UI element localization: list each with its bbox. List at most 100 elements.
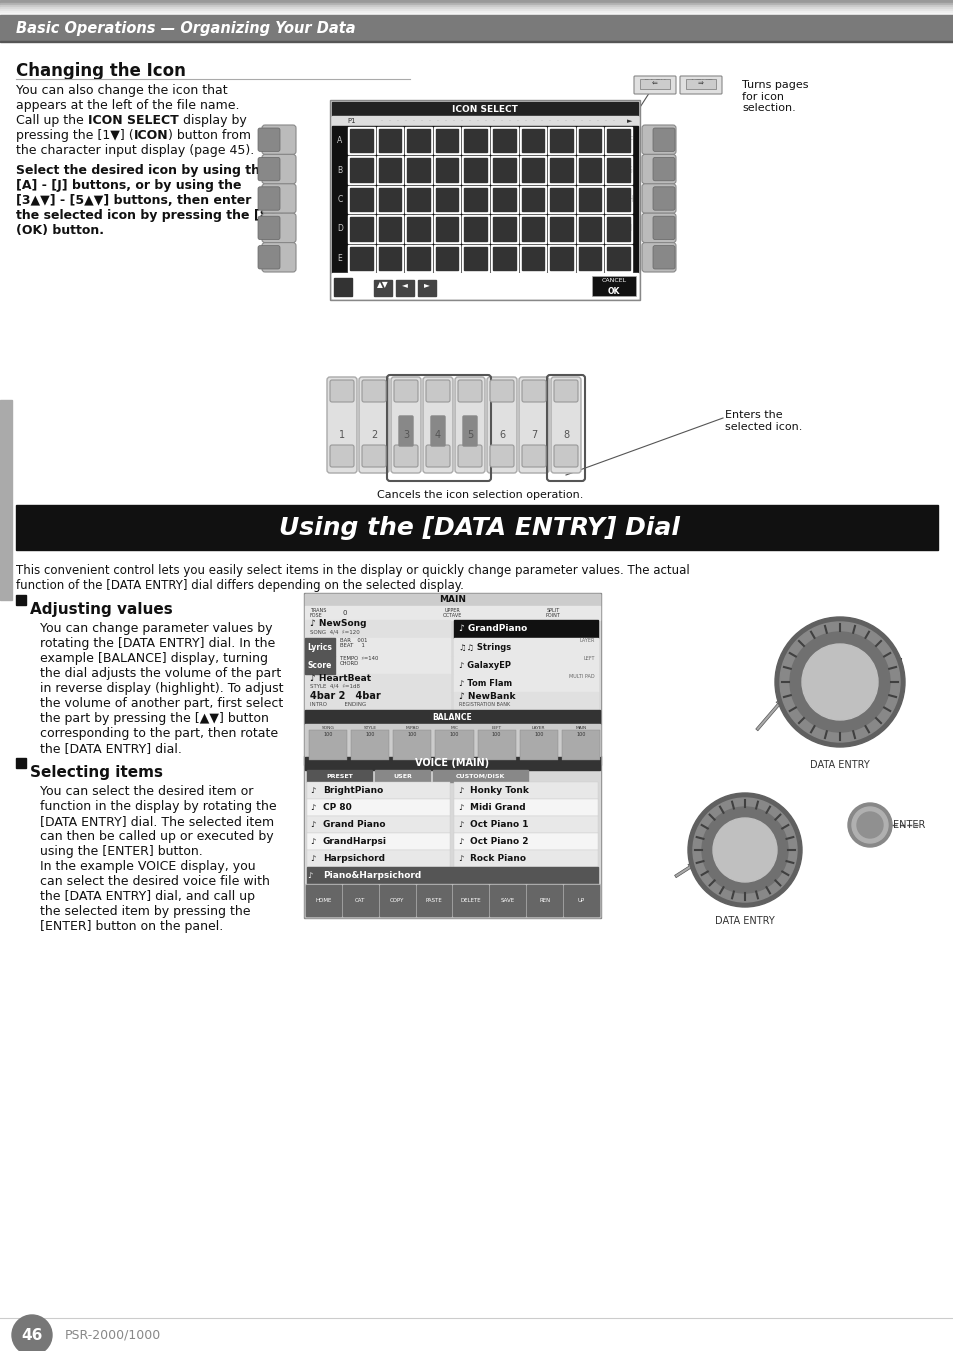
Circle shape: [12, 1315, 52, 1351]
Text: Oct Piano 2: Oct Piano 2: [470, 838, 529, 846]
Text: You can also change the icon that: You can also change the icon that: [16, 84, 228, 97]
Bar: [350, 128, 373, 153]
Bar: [435, 730, 473, 761]
Text: 7: 7: [530, 430, 537, 440]
Text: This convenient control lets you easily select items in the display or quickly c: This convenient control lets you easily …: [16, 563, 689, 577]
Bar: [405, 215, 432, 243]
Bar: [342, 885, 377, 916]
Text: 100: 100: [450, 732, 458, 738]
FancyBboxPatch shape: [641, 213, 676, 243]
Bar: [548, 186, 575, 213]
Bar: [454, 816, 598, 834]
Bar: [605, 127, 631, 154]
Text: 100: 100: [365, 732, 375, 738]
Text: ♪: ♪: [310, 802, 315, 812]
Bar: [462, 215, 489, 243]
Bar: [607, 247, 629, 270]
Text: ) button from: ) button from: [168, 128, 251, 142]
Text: TEMPO  ♯=140
CHORD: TEMPO ♯=140 CHORD: [339, 655, 378, 666]
Bar: [376, 186, 403, 213]
Text: MAIN: MAIN: [438, 596, 465, 604]
Text: F: F: [627, 136, 632, 145]
Bar: [491, 245, 517, 272]
Text: -: -: [557, 119, 558, 123]
Text: ♪ NewSong: ♪ NewSong: [310, 620, 366, 628]
Text: In the example VOICE display, you: In the example VOICE display, you: [40, 861, 255, 873]
Bar: [16, 758, 26, 767]
Text: Lyrics: Lyrics: [307, 643, 332, 651]
Text: ♪: ♪: [310, 854, 315, 863]
Text: SPLIT
POINT: SPLIT POINT: [544, 608, 559, 619]
Text: SONG: SONG: [321, 725, 335, 730]
Bar: [454, 692, 598, 711]
Bar: [578, 247, 600, 270]
Text: ♫♫ Strings: ♫♫ Strings: [459, 643, 511, 651]
Bar: [332, 101, 638, 299]
Bar: [305, 657, 450, 674]
Bar: [305, 724, 599, 765]
Text: ♪: ♪: [457, 838, 463, 846]
Bar: [416, 885, 451, 916]
Text: in reverse display (highlight). To adjust: in reverse display (highlight). To adjus…: [40, 682, 283, 694]
Bar: [548, 127, 575, 154]
Bar: [436, 128, 458, 153]
Bar: [578, 218, 600, 240]
FancyBboxPatch shape: [641, 154, 676, 184]
Text: corresponding to the part, then rotate: corresponding to the part, then rotate: [40, 727, 278, 740]
Bar: [491, 215, 517, 243]
Text: the selected item by pressing the: the selected item by pressing the: [40, 905, 251, 917]
Bar: [376, 215, 403, 243]
FancyBboxPatch shape: [398, 416, 413, 446]
Text: Piano&Harpsichord: Piano&Harpsichord: [323, 871, 421, 880]
Text: ENTER: ENTER: [892, 820, 924, 830]
FancyBboxPatch shape: [652, 186, 675, 211]
Bar: [305, 884, 599, 917]
FancyBboxPatch shape: [462, 416, 476, 446]
Bar: [348, 157, 375, 184]
FancyBboxPatch shape: [634, 76, 676, 95]
Text: STYLE  4/4  ♯=1d8: STYLE 4/4 ♯=1d8: [310, 684, 359, 689]
Bar: [454, 850, 598, 867]
Text: A: A: [337, 136, 342, 145]
FancyBboxPatch shape: [521, 380, 545, 403]
Circle shape: [701, 807, 787, 893]
Text: pressing the [1▼] (: pressing the [1▼] (: [16, 128, 133, 142]
Bar: [350, 188, 373, 211]
FancyBboxPatch shape: [431, 416, 444, 446]
Bar: [16, 594, 26, 605]
Bar: [378, 188, 401, 211]
Bar: [305, 657, 335, 674]
Bar: [405, 127, 432, 154]
Circle shape: [780, 621, 899, 742]
Circle shape: [851, 807, 887, 843]
FancyBboxPatch shape: [457, 380, 481, 403]
Text: Honky Tonk: Honky Tonk: [470, 786, 529, 794]
Bar: [462, 157, 489, 184]
Text: Midi Grand: Midi Grand: [470, 802, 525, 812]
Bar: [0, 9, 953, 11]
Bar: [405, 157, 432, 184]
Text: -: -: [564, 119, 566, 123]
FancyBboxPatch shape: [257, 186, 280, 211]
Bar: [605, 215, 631, 243]
Text: STYLE: STYLE: [363, 725, 376, 730]
Bar: [605, 186, 631, 213]
Bar: [550, 247, 572, 270]
Text: BALANCE: BALANCE: [432, 712, 472, 721]
Bar: [685, 78, 716, 89]
Text: M.PAD: M.PAD: [405, 725, 418, 730]
Bar: [577, 215, 602, 243]
FancyBboxPatch shape: [327, 377, 356, 473]
Text: ♪ GrandPiano: ♪ GrandPiano: [459, 624, 527, 632]
Text: the selected icon by pressing the [8▲]: the selected icon by pressing the [8▲]: [16, 209, 284, 222]
Text: -: -: [588, 119, 590, 123]
FancyBboxPatch shape: [551, 377, 580, 473]
Text: -: -: [469, 119, 471, 123]
FancyBboxPatch shape: [521, 444, 545, 467]
Bar: [605, 157, 631, 184]
Bar: [436, 247, 458, 270]
Text: OK: OK: [607, 286, 619, 296]
Text: Selecting items: Selecting items: [30, 765, 163, 780]
Bar: [305, 638, 335, 657]
Text: 46: 46: [21, 1328, 43, 1343]
